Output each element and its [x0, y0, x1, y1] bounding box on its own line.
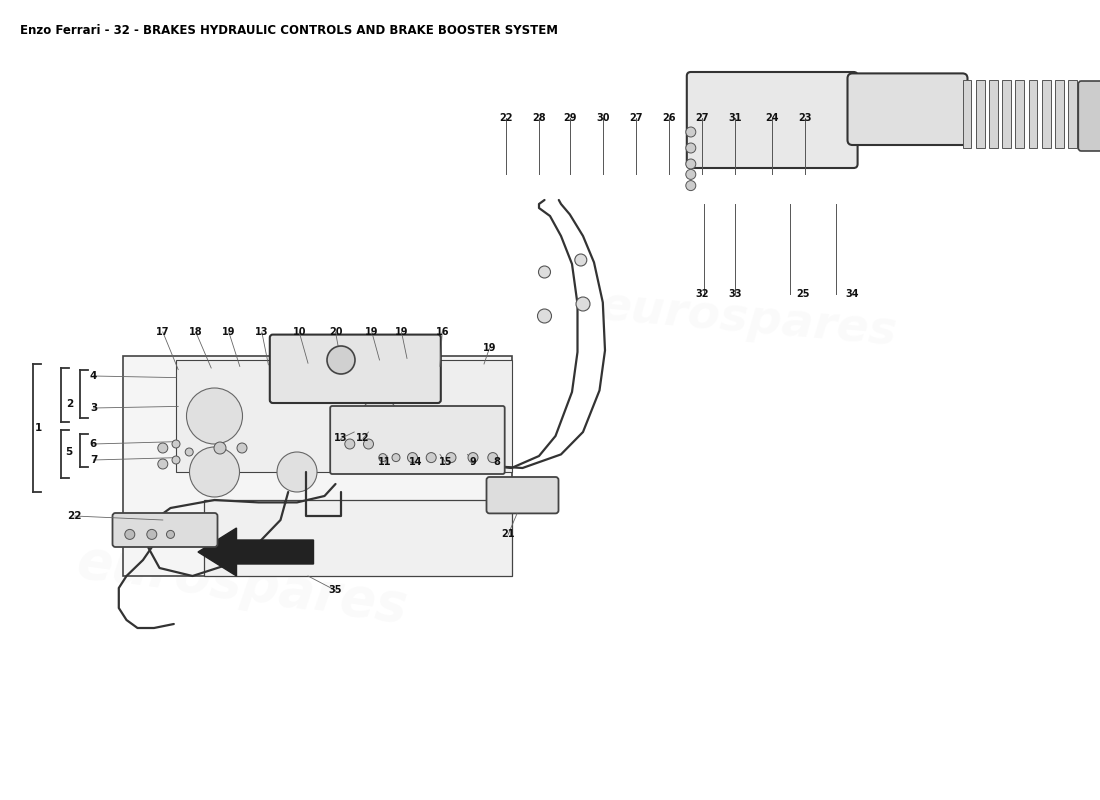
- Circle shape: [468, 453, 478, 462]
- Text: 31: 31: [728, 114, 741, 123]
- Text: 34: 34: [846, 290, 859, 299]
- Circle shape: [538, 309, 551, 323]
- Text: 24: 24: [766, 114, 779, 123]
- Circle shape: [236, 443, 248, 453]
- Text: 22: 22: [67, 511, 82, 521]
- Text: 11: 11: [378, 458, 392, 467]
- Bar: [976, 80, 984, 148]
- Text: 5: 5: [66, 447, 73, 457]
- Circle shape: [446, 453, 456, 462]
- Bar: [1055, 80, 1064, 148]
- Circle shape: [426, 453, 437, 462]
- Polygon shape: [198, 528, 314, 576]
- FancyBboxPatch shape: [1078, 81, 1100, 151]
- Circle shape: [189, 447, 240, 497]
- Bar: [1028, 80, 1037, 148]
- Polygon shape: [176, 360, 512, 472]
- Text: 8: 8: [494, 458, 501, 467]
- FancyBboxPatch shape: [486, 477, 559, 514]
- Text: 21: 21: [502, 530, 515, 539]
- FancyBboxPatch shape: [330, 406, 505, 474]
- Circle shape: [685, 170, 696, 179]
- Polygon shape: [204, 500, 512, 576]
- Text: 4: 4: [90, 371, 97, 381]
- Text: 20: 20: [329, 327, 342, 337]
- Text: 22: 22: [499, 114, 513, 123]
- Circle shape: [187, 388, 242, 444]
- FancyBboxPatch shape: [686, 72, 858, 168]
- Text: eurospares: eurospares: [74, 535, 410, 633]
- Text: 19: 19: [483, 343, 496, 353]
- Text: 26: 26: [662, 114, 675, 123]
- Circle shape: [685, 143, 696, 153]
- Circle shape: [157, 459, 168, 469]
- Text: 19: 19: [395, 327, 408, 337]
- Text: 6: 6: [90, 439, 97, 449]
- Text: 10: 10: [293, 327, 306, 337]
- Text: 29: 29: [563, 114, 576, 123]
- Text: 7: 7: [90, 455, 97, 465]
- Circle shape: [539, 266, 550, 278]
- Text: 12: 12: [356, 434, 370, 443]
- Text: Enzo Ferrari - 32 - BRAKES HYDRAULIC CONTROLS AND BRAKE BOOSTER SYSTEM: Enzo Ferrari - 32 - BRAKES HYDRAULIC CON…: [20, 24, 558, 37]
- Circle shape: [363, 439, 374, 449]
- Text: 25: 25: [796, 290, 810, 299]
- Text: 17: 17: [156, 327, 169, 337]
- Circle shape: [157, 443, 168, 453]
- Bar: [1068, 80, 1077, 148]
- Circle shape: [344, 439, 355, 449]
- Text: 18: 18: [189, 327, 202, 337]
- Text: 27: 27: [695, 114, 708, 123]
- Circle shape: [166, 530, 175, 538]
- Bar: [989, 80, 998, 148]
- Circle shape: [487, 453, 498, 462]
- Text: 33: 33: [728, 290, 741, 299]
- Text: 19: 19: [365, 327, 378, 337]
- Bar: [1002, 80, 1011, 148]
- Circle shape: [362, 398, 397, 434]
- Circle shape: [378, 454, 387, 462]
- Text: 2: 2: [66, 399, 73, 409]
- Circle shape: [146, 530, 157, 539]
- Text: eurospares: eurospares: [597, 285, 899, 355]
- Text: 28: 28: [532, 114, 546, 123]
- Text: 15: 15: [439, 458, 452, 467]
- Circle shape: [575, 254, 586, 266]
- Text: 19: 19: [222, 327, 235, 337]
- Bar: [1015, 80, 1024, 148]
- Circle shape: [214, 442, 225, 454]
- Circle shape: [172, 456, 180, 464]
- Circle shape: [185, 448, 194, 456]
- Bar: [1042, 80, 1050, 148]
- Text: 13: 13: [255, 327, 268, 337]
- Text: 23: 23: [799, 114, 812, 123]
- Text: 27: 27: [629, 114, 642, 123]
- Text: 3: 3: [90, 403, 97, 413]
- Text: 16: 16: [436, 327, 449, 337]
- Circle shape: [685, 159, 696, 169]
- FancyBboxPatch shape: [112, 513, 218, 547]
- Circle shape: [327, 346, 355, 374]
- Circle shape: [685, 127, 696, 137]
- Text: 14: 14: [409, 458, 422, 467]
- Text: 9: 9: [470, 458, 476, 467]
- Text: 35: 35: [329, 586, 342, 595]
- Polygon shape: [123, 356, 512, 576]
- Circle shape: [172, 440, 180, 448]
- Circle shape: [576, 297, 590, 311]
- Text: 13: 13: [334, 434, 348, 443]
- FancyBboxPatch shape: [270, 334, 441, 403]
- Text: 30: 30: [596, 114, 609, 123]
- Text: 32: 32: [695, 290, 708, 299]
- Circle shape: [392, 454, 400, 462]
- Circle shape: [407, 453, 418, 462]
- Circle shape: [124, 530, 135, 539]
- Text: 1: 1: [35, 423, 42, 433]
- Bar: [962, 80, 971, 148]
- Circle shape: [277, 452, 317, 492]
- FancyBboxPatch shape: [847, 74, 968, 145]
- Circle shape: [685, 181, 696, 190]
